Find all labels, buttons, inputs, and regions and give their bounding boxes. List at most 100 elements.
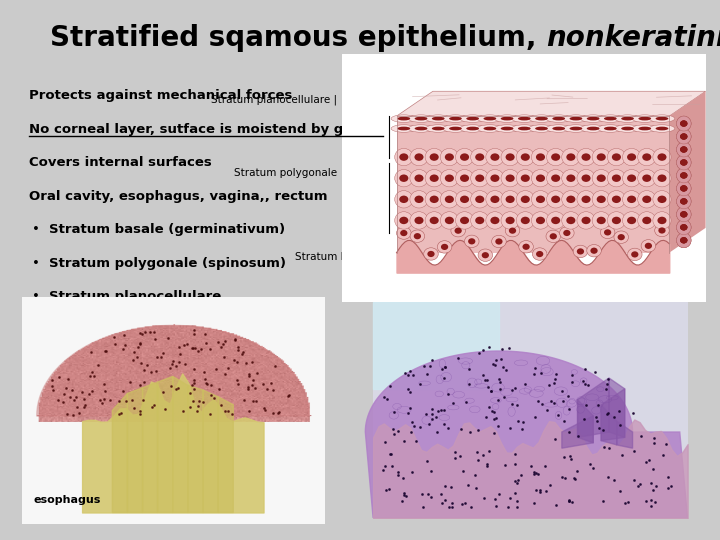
Ellipse shape (500, 127, 513, 130)
Ellipse shape (440, 191, 459, 208)
Ellipse shape (414, 233, 421, 239)
Ellipse shape (467, 117, 479, 120)
Ellipse shape (598, 115, 623, 122)
Ellipse shape (495, 125, 520, 132)
Ellipse shape (680, 237, 688, 244)
Ellipse shape (519, 240, 534, 253)
Ellipse shape (614, 231, 629, 244)
Ellipse shape (423, 248, 438, 260)
Text: Covers internal surfaces: Covers internal surfaces (29, 156, 212, 169)
Ellipse shape (563, 115, 589, 122)
Ellipse shape (505, 195, 515, 203)
Ellipse shape (612, 195, 621, 203)
Ellipse shape (471, 148, 489, 166)
Ellipse shape (657, 217, 667, 224)
Ellipse shape (546, 191, 564, 208)
Ellipse shape (468, 238, 475, 245)
Ellipse shape (486, 212, 504, 229)
Ellipse shape (677, 142, 691, 157)
Ellipse shape (532, 248, 547, 260)
Ellipse shape (440, 170, 459, 187)
Ellipse shape (642, 195, 652, 203)
Ellipse shape (638, 148, 656, 166)
Ellipse shape (410, 170, 428, 187)
Ellipse shape (597, 195, 606, 203)
Ellipse shape (677, 194, 691, 209)
Ellipse shape (410, 230, 425, 242)
Ellipse shape (400, 217, 408, 224)
Ellipse shape (521, 174, 530, 182)
Polygon shape (601, 389, 625, 441)
Polygon shape (577, 378, 609, 437)
Ellipse shape (531, 191, 549, 208)
Ellipse shape (680, 211, 688, 218)
Ellipse shape (509, 227, 516, 234)
Ellipse shape (426, 115, 451, 122)
Ellipse shape (501, 148, 519, 166)
Ellipse shape (592, 191, 611, 208)
Ellipse shape (677, 233, 691, 248)
Ellipse shape (597, 153, 606, 161)
Ellipse shape (486, 191, 504, 208)
Ellipse shape (449, 117, 462, 120)
Ellipse shape (677, 155, 691, 170)
Ellipse shape (467, 127, 479, 130)
Ellipse shape (521, 153, 530, 161)
Ellipse shape (521, 195, 530, 203)
Ellipse shape (495, 115, 520, 122)
Ellipse shape (677, 194, 691, 209)
Ellipse shape (552, 117, 565, 120)
Ellipse shape (425, 170, 444, 187)
Ellipse shape (577, 212, 595, 229)
Ellipse shape (597, 217, 606, 224)
Ellipse shape (592, 148, 611, 166)
Ellipse shape (511, 125, 537, 132)
Ellipse shape (680, 120, 688, 127)
Ellipse shape (580, 125, 606, 132)
Ellipse shape (577, 148, 595, 166)
Ellipse shape (657, 195, 667, 203)
Ellipse shape (582, 195, 590, 203)
Ellipse shape (445, 195, 454, 203)
Ellipse shape (397, 127, 410, 130)
Ellipse shape (426, 125, 451, 132)
Ellipse shape (400, 230, 408, 236)
Ellipse shape (521, 217, 530, 224)
Ellipse shape (425, 212, 444, 229)
Ellipse shape (680, 237, 688, 244)
Ellipse shape (592, 212, 611, 229)
Ellipse shape (680, 224, 688, 231)
Ellipse shape (608, 212, 626, 229)
Ellipse shape (642, 174, 652, 182)
Ellipse shape (523, 244, 530, 250)
Ellipse shape (638, 212, 656, 229)
Ellipse shape (680, 146, 688, 153)
Ellipse shape (677, 181, 691, 196)
Polygon shape (601, 405, 617, 445)
Ellipse shape (471, 191, 489, 208)
Ellipse shape (677, 129, 691, 144)
Ellipse shape (677, 194, 691, 209)
Ellipse shape (551, 195, 560, 203)
Ellipse shape (632, 125, 657, 132)
Ellipse shape (680, 146, 688, 153)
Text: Oral cavity, esophagus, vagina,, rectum: Oral cavity, esophagus, vagina,, rectum (29, 190, 328, 202)
Ellipse shape (400, 195, 408, 203)
Ellipse shape (657, 174, 667, 182)
Ellipse shape (680, 133, 688, 140)
Polygon shape (577, 400, 593, 443)
Ellipse shape (536, 217, 545, 224)
Ellipse shape (490, 217, 500, 224)
Ellipse shape (680, 185, 688, 192)
Ellipse shape (511, 115, 537, 122)
Ellipse shape (649, 125, 675, 132)
Ellipse shape (677, 220, 691, 235)
Ellipse shape (573, 245, 588, 258)
Ellipse shape (623, 191, 641, 208)
Ellipse shape (410, 148, 428, 166)
Ellipse shape (680, 198, 688, 205)
Ellipse shape (604, 127, 617, 130)
Ellipse shape (587, 245, 601, 257)
Ellipse shape (627, 174, 636, 182)
Ellipse shape (677, 181, 691, 196)
